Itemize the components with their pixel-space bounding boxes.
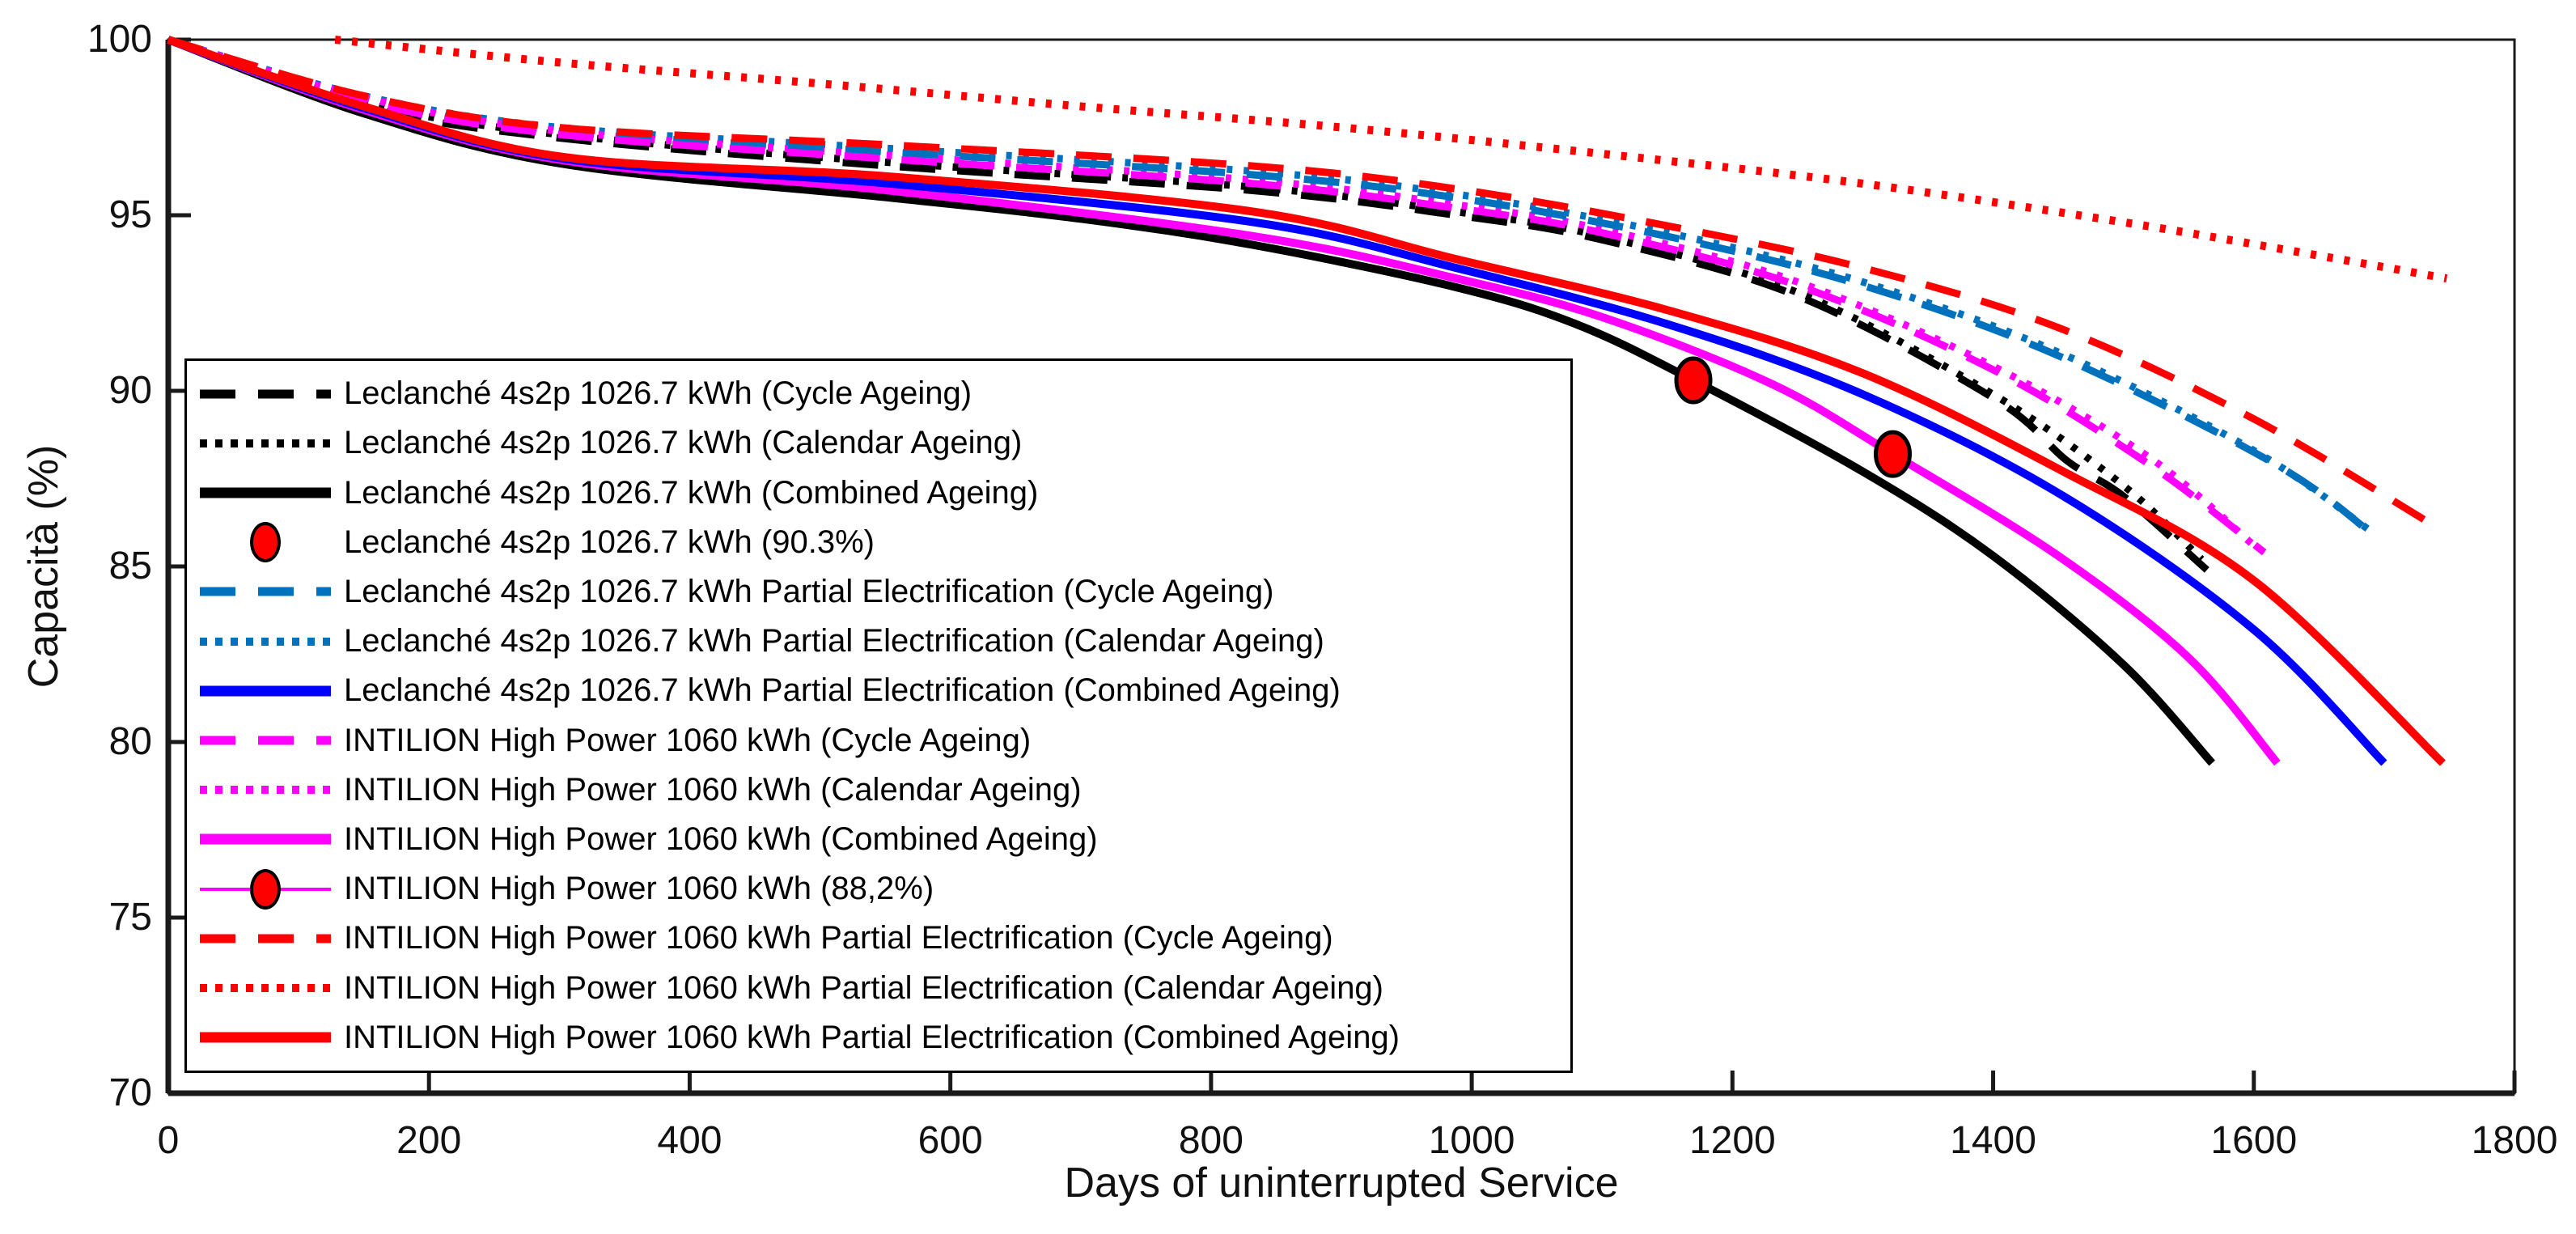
legend-swatch-dotted-icon (200, 767, 331, 812)
legend-item-label: INTILION High Power 1060 kWh Partial Ele… (344, 969, 1383, 1006)
legend-swatch-dashed-icon (200, 371, 331, 417)
x-tick-label: 200 (396, 1119, 462, 1162)
x-tick-label: 0 (157, 1119, 180, 1162)
series-curve (167, 36, 2446, 766)
y-tick-label: 85 (108, 545, 152, 587)
legend-item-label: Leclanché 4s2p 1026.7 kWh Partial Electr… (344, 623, 1324, 659)
legend-item-label: INTILION High Power 1060 kWh Partial Ele… (344, 1019, 1400, 1055)
legend-swatch-dotted-icon (200, 421, 331, 466)
legend-swatch-solid-icon (200, 668, 331, 714)
x-tick-label: 600 (917, 1119, 983, 1162)
legend: Leclanché 4s2p 1026.7 kWh (Cycle Ageing)… (184, 358, 1573, 1073)
legend-item-label: Leclanché 4s2p 1026.7 kWh (Calendar Agei… (344, 425, 1023, 461)
legend-item: Leclanché 4s2p 1026.7 kWh Partial Electr… (200, 568, 1562, 615)
legend-item: INTILION High Power 1060 kWh (88,2%) (200, 866, 1562, 913)
legend-item: INTILION High Power 1060 kWh Partial Ele… (200, 915, 1562, 962)
legend-item-label: Leclanché 4s2p 1026.7 kWh (Cycle Ageing) (344, 375, 972, 412)
legend-swatch-solid-icon (200, 470, 331, 515)
legend-item-label: Leclanché 4s2p 1026.7 kWh (90.3%) (344, 524, 875, 560)
x-tick-label: 1800 (2471, 1119, 2558, 1162)
x-tick-label: 1600 (2210, 1119, 2298, 1162)
x-tick-label: 1200 (1688, 1119, 1776, 1162)
legend-item: INTILION High Power 1060 kWh (Combined A… (200, 816, 1562, 863)
x-tick-label: 1000 (1428, 1119, 1515, 1162)
y-tick-label: 80 (108, 720, 152, 763)
x-tick-label: 800 (1178, 1119, 1244, 1162)
red-circle-marker-icon (250, 868, 281, 910)
legend-item-label: INTILION High Power 1060 kWh Partial Ele… (344, 920, 1333, 956)
legend-item: Leclanché 4s2p 1026.7 kWh Partial Electr… (200, 618, 1562, 665)
legend-item-label: INTILION High Power 1060 kWh (Combined A… (344, 821, 1098, 857)
red-circle-marker-icon (250, 522, 281, 563)
x-tick-label: 400 (657, 1119, 722, 1162)
x-axis-label: Days of uninterrupted Service (1064, 1160, 1619, 1206)
legend-item-label: INTILION High Power 1060 kWh (Calendar A… (344, 771, 1082, 808)
legend-item-label: INTILION High Power 1060 kWh (Cycle Agei… (344, 722, 1032, 758)
y-tick-label: 70 (108, 1071, 152, 1114)
legend-item: INTILION High Power 1060 kWh Partial Ele… (200, 965, 1562, 1011)
x-tick-label: 1400 (1950, 1119, 2036, 1162)
legend-item: Leclanché 4s2p 1026.7 kWh Partial Electr… (200, 668, 1562, 715)
series-curve (167, 36, 2267, 556)
legend-item: Leclanché 4s2p 1026.7 kWh (Calendar Agei… (200, 420, 1562, 467)
legend-item: Leclanché 4s2p 1026.7 kWh (Cycle Ageing) (200, 371, 1562, 418)
legend-item-label: Leclanché 4s2p 1026.7 kWh (Combined Agei… (344, 474, 1039, 511)
legend-swatch-dashed-icon (200, 569, 331, 614)
legend-swatch-solid-icon (200, 1015, 331, 1060)
y-tick-label: 90 (108, 369, 152, 412)
legend-swatch-marker-icon (200, 519, 331, 565)
legend-item: Leclanché 4s2p 1026.7 kWh (Combined Agei… (200, 469, 1562, 516)
legend-item-label: INTILION High Power 1060 kWh (88,2%) (344, 871, 934, 907)
legend-swatch-dashed-icon (200, 718, 331, 763)
legend-item-label: Leclanché 4s2p 1026.7 kWh Partial Electr… (344, 573, 1274, 609)
legend-item: INTILION High Power 1060 kWh Partial Ele… (200, 1014, 1562, 1061)
series-curve (167, 36, 2205, 562)
legend-item-label: Leclanché 4s2p 1026.7 kWh Partial Electr… (344, 672, 1341, 709)
legend-item: Leclanché 4s2p 1026.7 kWh (90.3%) (200, 519, 1562, 566)
legend-swatch-solid-icon (200, 816, 331, 862)
legend-swatch-dashed-icon (200, 916, 331, 961)
capacity-marker (1674, 356, 1713, 405)
legend-item: INTILION High Power 1060 kWh (Cycle Agei… (200, 717, 1562, 764)
y-tick-label: 95 (108, 193, 152, 236)
capacity-marker (1874, 430, 1912, 478)
legend-swatch-dotted-icon (200, 619, 331, 664)
legend-swatch-marker-line-icon (200, 867, 331, 912)
y-tick-label: 100 (87, 18, 152, 61)
legend-swatch-dotted-icon (200, 965, 331, 1011)
y-tick-label: 75 (108, 896, 152, 939)
legend-item: INTILION High Power 1060 kWh (Calendar A… (200, 766, 1562, 813)
series-curve (334, 36, 2448, 283)
series-curve (167, 36, 2440, 532)
